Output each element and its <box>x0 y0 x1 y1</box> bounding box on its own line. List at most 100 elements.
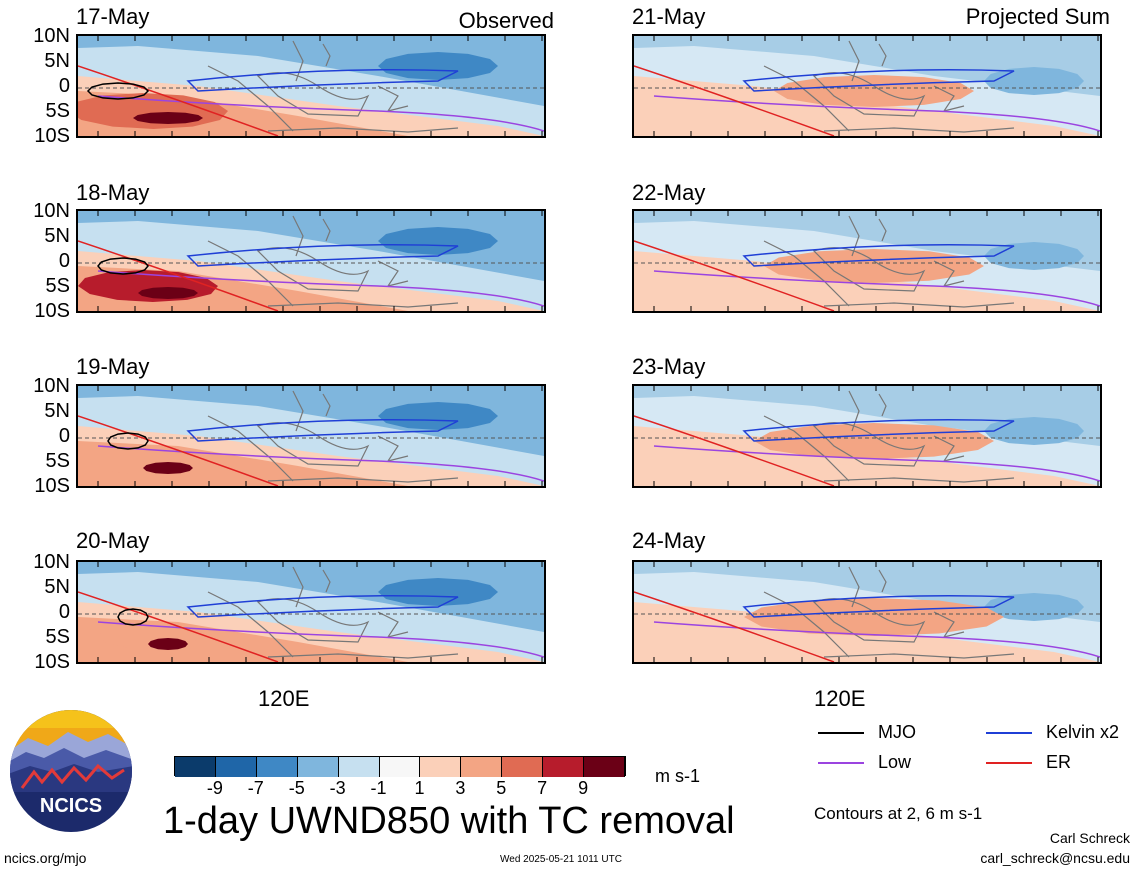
y-tick-label: 0 <box>58 601 70 623</box>
sulawesi-coast <box>377 260 409 287</box>
colorbar-cell <box>215 757 257 777</box>
observed-label: Observed <box>458 8 554 33</box>
westerly-max <box>143 462 193 474</box>
footer-timestamp: Wed 2025-05-21 1011 UTC <box>500 854 622 865</box>
er-contour <box>634 240 835 311</box>
heatmap-panel-21-may <box>632 34 1102 138</box>
x-tick-120e-left: 120E <box>258 686 310 711</box>
sulawesi-coast <box>377 435 409 462</box>
er-contour <box>78 591 279 662</box>
sumatra-coast <box>763 415 850 482</box>
easterly-core <box>378 578 498 606</box>
ncics-logo: NCICS <box>8 708 134 834</box>
colorbar-label: 3 <box>455 778 466 798</box>
y-tick-label: 10S <box>34 300 70 322</box>
westerly-mid <box>634 441 964 486</box>
philippines-coast <box>878 569 887 593</box>
legend-label-low: Low <box>878 752 912 772</box>
sulawesi-coast <box>933 435 965 462</box>
westerly-mid <box>634 617 964 662</box>
y-tick-label: 0 <box>58 425 70 447</box>
y-tick-label: 5N <box>44 225 70 247</box>
colorbar-label: 5 <box>496 778 507 798</box>
easterly-core <box>378 52 498 80</box>
heatmap-panel-24-may <box>632 560 1102 664</box>
y-tick-label: 10N <box>33 25 70 47</box>
y-tick-label: 5N <box>44 400 70 422</box>
colorbar-cell <box>379 757 421 777</box>
colorbar-label: -9 <box>206 778 223 798</box>
colorbar-cell <box>175 757 216 777</box>
mjo-contour <box>97 257 149 275</box>
low-contour <box>97 621 544 658</box>
westerly-mid <box>634 91 964 136</box>
java-coast <box>267 127 459 133</box>
er-contour <box>78 65 279 136</box>
peninsula-coast <box>292 215 304 257</box>
kelvin-contour <box>186 69 459 92</box>
panel-title-19-may: 19-May <box>76 354 150 379</box>
colorbar-cell <box>502 757 544 777</box>
java-coast <box>823 127 1015 133</box>
panel-title-18-may: 18-May <box>76 180 150 205</box>
philippines-coast <box>878 43 887 67</box>
y-tick-label: 5N <box>44 576 70 598</box>
sumatra-coast <box>207 415 294 482</box>
colorbar-cell <box>297 757 339 777</box>
sumatra-coast <box>763 591 850 658</box>
colorbar-cell <box>543 757 585 777</box>
er-contour <box>78 415 279 486</box>
philippines-coast <box>878 393 887 417</box>
footer-email[interactable]: carl_schreck@ncsu.edu <box>980 850 1130 866</box>
er-contour <box>78 240 279 311</box>
y-tick-label: 5S <box>45 275 70 297</box>
kelvin-contour <box>742 244 1015 267</box>
y-tick-label: 10S <box>34 125 70 147</box>
java-coast <box>267 302 459 308</box>
projected-label: Projected Sum <box>965 4 1110 29</box>
heatmap-panel-17-may <box>76 34 546 138</box>
sulawesi-coast <box>933 85 965 112</box>
easterly-core <box>378 227 498 255</box>
low-contour <box>97 445 544 482</box>
logo-text: NCICS <box>40 795 102 817</box>
contours-note: Contours at 2, 6 m s-1 <box>814 804 983 823</box>
sulawesi-coast <box>377 611 409 638</box>
x-tick-120e-right: 120E <box>814 686 866 711</box>
java-coast <box>823 302 1015 308</box>
kelvin-contour <box>742 419 1015 442</box>
easterly-core <box>378 402 498 430</box>
y-tick-label: 5S <box>45 100 70 122</box>
y-tick-label: 0 <box>58 250 70 272</box>
footer-url[interactable]: ncics.org/mjo <box>4 850 87 866</box>
java-coast <box>823 653 1015 659</box>
y-tick-label: 10N <box>33 200 70 222</box>
low-contour <box>97 270 544 307</box>
heatmap-panel-18-may <box>76 209 546 313</box>
kelvin-contour <box>742 69 1015 92</box>
peninsula-coast <box>848 40 860 82</box>
y-tick-label: 5N <box>44 50 70 72</box>
panel-title-24-may: 24-May <box>632 528 706 553</box>
er-contour <box>634 415 835 486</box>
sulawesi-coast <box>933 260 965 287</box>
legend-line-mjo <box>818 732 864 734</box>
colorbar-label: 1 <box>414 778 425 798</box>
heatmap-panel-23-may <box>632 384 1102 488</box>
peninsula-coast <box>292 566 304 608</box>
peninsula-coast <box>292 390 304 432</box>
colorbar <box>174 756 626 777</box>
peninsula-coast <box>848 215 860 257</box>
philippines-coast <box>878 218 887 242</box>
legend-label-kelvin: Kelvin x2 <box>1046 722 1120 742</box>
sumatra-coast <box>763 240 850 307</box>
colorbar-cell <box>256 757 298 777</box>
westerly-core <box>744 598 1004 636</box>
colorbar-cell <box>338 757 380 777</box>
colorbar-label: 9 <box>578 778 589 798</box>
legend-line-kelvin <box>986 732 1032 734</box>
y-tick-label: 5S <box>45 450 70 472</box>
colorbar-label: -1 <box>370 778 387 798</box>
sumatra-coast <box>763 65 850 132</box>
y-tick-label: 10N <box>33 551 70 573</box>
